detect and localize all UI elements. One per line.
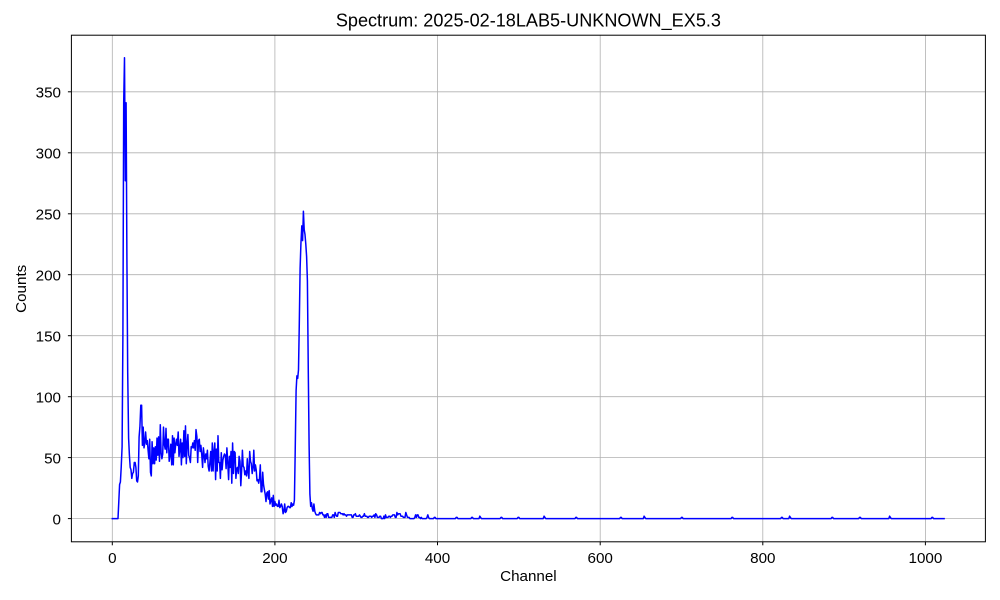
svg-text:800: 800	[750, 550, 775, 567]
svg-text:200: 200	[36, 268, 61, 285]
svg-text:Counts: Counts	[13, 264, 30, 313]
svg-text:0: 0	[108, 550, 116, 567]
svg-text:100: 100	[36, 390, 61, 407]
svg-text:Spectrum: 2025-02-18LAB5-UNKNO: Spectrum: 2025-02-18LAB5-UNKNOWN_EX5.3	[336, 10, 721, 31]
svg-text:200: 200	[262, 550, 287, 567]
svg-text:50: 50	[44, 450, 61, 467]
svg-text:Channel: Channel	[500, 568, 557, 585]
svg-text:250: 250	[36, 207, 61, 224]
svg-text:600: 600	[588, 550, 613, 567]
svg-text:400: 400	[425, 550, 450, 567]
svg-text:0: 0	[53, 511, 61, 528]
svg-text:150: 150	[36, 329, 61, 346]
svg-text:1000: 1000	[909, 550, 943, 567]
svg-text:350: 350	[36, 85, 61, 102]
svg-text:300: 300	[36, 146, 61, 163]
